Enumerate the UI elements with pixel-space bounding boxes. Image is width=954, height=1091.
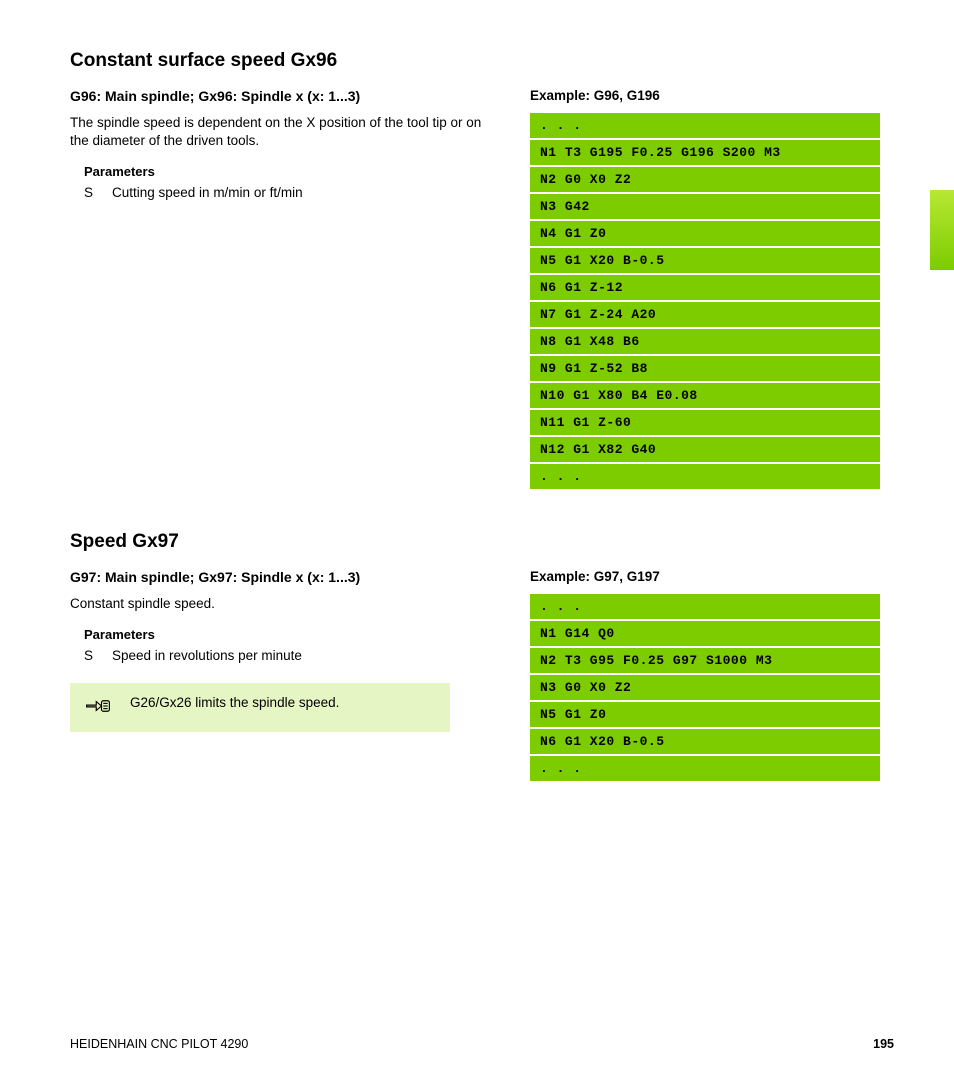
section2-example-head: Example: G97, G197 <box>530 569 880 584</box>
section2-param-row: S Speed in revolutions per minute <box>84 648 500 663</box>
code-line: N5 G1 Z0 <box>530 702 880 729</box>
code-line: . . . <box>530 756 880 783</box>
code-line: . . . <box>530 464 880 491</box>
section1-example-head: Example: G96, G196 <box>530 88 880 103</box>
code-line: N10 G1 X80 B4 E0.08 <box>530 383 880 410</box>
content: Constant surface speed Gx96 G96: Main sp… <box>70 50 880 783</box>
section2-params-head: Parameters <box>84 627 500 642</box>
section1-params-head: Parameters <box>84 164 500 179</box>
code-line: . . . <box>530 113 880 140</box>
section1-param-row: S Cutting speed in m/min or ft/min <box>84 185 500 200</box>
page: 4.14 Feed Rate and Spindle Speed Constan… <box>0 0 954 1091</box>
section1-subtitle: G96: Main spindle; Gx96: Spindle x (x: 1… <box>70 88 500 104</box>
footer-left: HEIDENHAIN CNC PILOT 4290 <box>70 1037 248 1051</box>
code-line: . . . <box>530 594 880 621</box>
note-box: G26/Gx26 limits the spindle speed. <box>70 683 450 732</box>
code-line: N2 G0 X0 Z2 <box>530 167 880 194</box>
code-line: N11 G1 Z-60 <box>530 410 880 437</box>
side-tab-accent <box>930 190 954 270</box>
footer-page: 195 <box>873 1037 894 1051</box>
section1-right: Example: G96, G196 . . .N1 T3 G195 F0.25… <box>530 88 880 491</box>
footer: HEIDENHAIN CNC PILOT 4290 195 <box>70 1037 894 1051</box>
hand-point-icon <box>84 695 112 720</box>
code-line: N6 G1 Z-12 <box>530 275 880 302</box>
param-val: Speed in revolutions per minute <box>112 648 302 663</box>
code-line: N1 T3 G195 F0.25 G196 S200 M3 <box>530 140 880 167</box>
section1-left: G96: Main spindle; Gx96: Spindle x (x: 1… <box>70 88 500 491</box>
code-line: N5 G1 X20 B-0.5 <box>530 248 880 275</box>
code-line: N9 G1 Z-52 B8 <box>530 356 880 383</box>
code-line: N3 G0 X0 Z2 <box>530 675 880 702</box>
section1-body: G96: Main spindle; Gx96: Spindle x (x: 1… <box>70 88 880 491</box>
code-line: N6 G1 X20 B-0.5 <box>530 729 880 756</box>
section1-code: . . .N1 T3 G195 F0.25 G196 S200 M3N2 G0 … <box>530 113 880 491</box>
section1-title: Constant surface speed Gx96 <box>70 50 880 72</box>
code-line: N7 G1 Z-24 A20 <box>530 302 880 329</box>
section2-body: G97: Main spindle; Gx97: Spindle x (x: 1… <box>70 569 880 783</box>
section2-right: Example: G97, G197 . . .N1 G14 Q0N2 T3 G… <box>530 569 880 783</box>
note-text: G26/Gx26 limits the spindle speed. <box>130 695 339 710</box>
code-line: N4 G1 Z0 <box>530 221 880 248</box>
code-line: N12 G1 X82 G40 <box>530 437 880 464</box>
code-line: N3 G42 <box>530 194 880 221</box>
section2-desc: Constant spindle speed. <box>70 595 500 613</box>
section2-code: . . .N1 G14 Q0N2 T3 G95 F0.25 G97 S1000 … <box>530 594 880 783</box>
param-key: S <box>84 648 98 663</box>
param-key: S <box>84 185 98 200</box>
section1-desc: The spindle speed is dependent on the X … <box>70 114 500 150</box>
code-line: N2 T3 G95 F0.25 G97 S1000 M3 <box>530 648 880 675</box>
section2-title: Speed Gx97 <box>70 531 880 553</box>
param-val: Cutting speed in m/min or ft/min <box>112 185 303 200</box>
section1-params: Parameters S Cutting speed in m/min or f… <box>70 164 500 200</box>
section2-left: G97: Main spindle; Gx97: Spindle x (x: 1… <box>70 569 500 783</box>
side-tab: 4.14 Feed Rate and Spindle Speed <box>906 40 954 440</box>
section2-subtitle: G97: Main spindle; Gx97: Spindle x (x: 1… <box>70 569 500 585</box>
section2-params: Parameters S Speed in revolutions per mi… <box>70 627 500 663</box>
code-line: N8 G1 X48 B6 <box>530 329 880 356</box>
code-line: N1 G14 Q0 <box>530 621 880 648</box>
